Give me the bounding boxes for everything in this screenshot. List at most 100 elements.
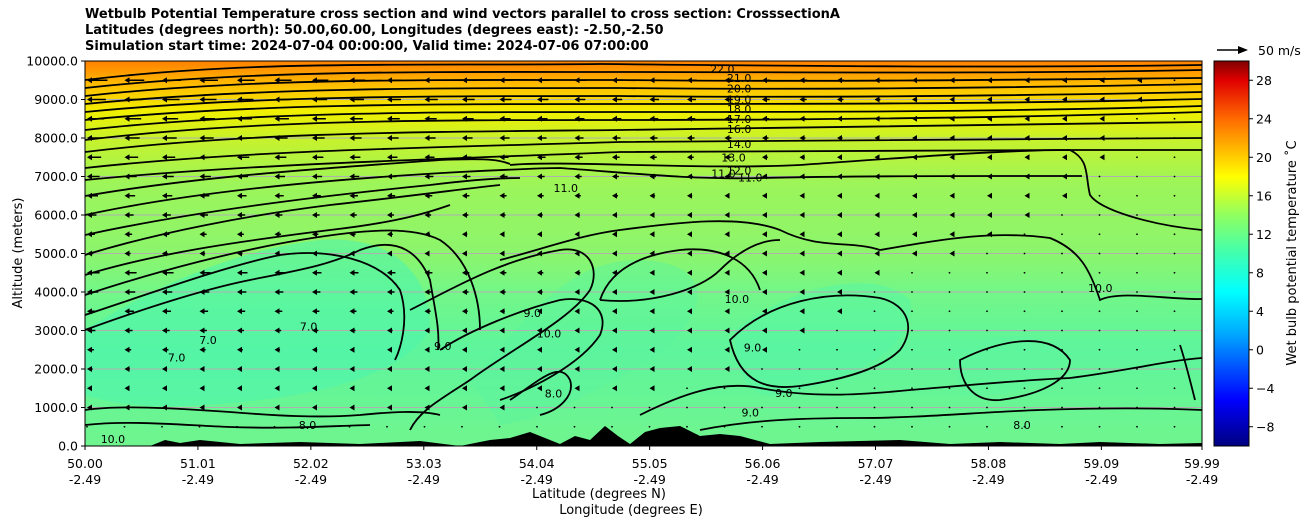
contour-label: 9.0 bbox=[523, 307, 541, 320]
x-tick-label-lon: -2.49 bbox=[746, 472, 778, 487]
wind-vector-head bbox=[199, 173, 205, 180]
wind-vector-dot bbox=[86, 425, 88, 428]
wind-vector-head bbox=[162, 173, 167, 180]
contour-line bbox=[509, 370, 572, 416]
wind-vector-head bbox=[612, 135, 617, 141]
wind-vector-head bbox=[537, 346, 542, 353]
wind-vector-head bbox=[949, 231, 955, 238]
wind-vector-dot bbox=[1136, 368, 1138, 370]
wind-vector-head bbox=[724, 212, 730, 218]
wind-vector-head bbox=[199, 404, 205, 411]
wind-vector-head bbox=[424, 308, 430, 315]
wind-vector-head bbox=[124, 77, 130, 84]
wind-vector-head bbox=[87, 327, 92, 334]
contour-line bbox=[85, 406, 441, 418]
wind-vector-dot bbox=[648, 425, 651, 428]
wind-vector-head bbox=[274, 192, 280, 199]
wind-vector-head bbox=[349, 212, 355, 218]
wind-vector-dot bbox=[1136, 252, 1138, 255]
wind-vector-head bbox=[274, 308, 280, 315]
wind-vector-head bbox=[124, 231, 130, 238]
colorbar-tick-label: 16 bbox=[1256, 188, 1272, 203]
wind-vector-head bbox=[424, 327, 430, 334]
contour-line bbox=[409, 248, 595, 431]
contour-line bbox=[85, 204, 451, 276]
wind-vector-head bbox=[462, 231, 467, 238]
wind-vector-head bbox=[349, 269, 355, 276]
wind-vector-head bbox=[387, 346, 392, 353]
colorbar-ticks: −8 −4 0 4 8 12 16 20 24 28 bbox=[1249, 73, 1274, 434]
wind-vector-head bbox=[874, 96, 880, 103]
y-tick-label: 7000.0 bbox=[34, 169, 78, 184]
y-tick-label: 5000.0 bbox=[34, 246, 78, 261]
wind-vector-dot bbox=[986, 406, 988, 409]
contour-line bbox=[85, 167, 1082, 216]
wind-vector-head bbox=[387, 231, 392, 238]
wind-vector-head bbox=[387, 385, 392, 392]
wind-vector-dot bbox=[1173, 194, 1176, 197]
wind-vector-head bbox=[312, 154, 317, 161]
wind-vector-head bbox=[762, 135, 767, 141]
wind-vector-head bbox=[574, 192, 580, 199]
wind-vector-head bbox=[837, 192, 842, 199]
contour-label: 9.0 bbox=[434, 340, 452, 353]
wind-vector-head bbox=[312, 385, 317, 392]
wind-vector-head bbox=[724, 96, 730, 103]
wind-vector-head bbox=[724, 231, 730, 238]
wind-vector-dot bbox=[1098, 329, 1101, 332]
contour-line bbox=[85, 63, 1202, 81]
colorbar bbox=[1213, 60, 1250, 447]
wind-vector-head bbox=[537, 192, 542, 199]
wind-vector-head bbox=[462, 385, 467, 392]
wind-vector-head bbox=[912, 192, 917, 199]
wind-vector-head bbox=[687, 231, 692, 238]
wind-vector-head bbox=[124, 308, 130, 315]
wind-vector-dot bbox=[1023, 425, 1026, 428]
wind-vector-dot bbox=[836, 387, 838, 390]
wind-vector-head bbox=[424, 385, 430, 392]
wind-vector-dot bbox=[611, 425, 613, 428]
wind-vector-head bbox=[837, 269, 842, 276]
wind-vector-head bbox=[762, 96, 767, 103]
wind-vector-head bbox=[687, 192, 692, 199]
wind-vector-dot bbox=[1173, 117, 1176, 120]
wind-vector-head bbox=[612, 231, 617, 238]
contour-label: 21.0 bbox=[727, 72, 752, 85]
wind-vector-dot bbox=[1023, 406, 1026, 409]
wind-vector-head bbox=[274, 77, 280, 84]
wind-vector-head bbox=[574, 212, 580, 218]
wind-vector-head bbox=[387, 404, 392, 411]
wind-vector-dot bbox=[1173, 271, 1176, 274]
wind-vector-dot bbox=[1061, 329, 1063, 332]
wind-vector-head bbox=[537, 385, 542, 392]
wind-vector-head bbox=[274, 289, 280, 295]
wind-vector-head bbox=[499, 96, 505, 103]
wind-vector-head bbox=[574, 96, 580, 103]
wind-vector-head bbox=[312, 404, 317, 411]
wind-vector-head bbox=[762, 192, 767, 199]
wind-vector-head bbox=[687, 96, 692, 103]
wind-vector-head bbox=[724, 135, 730, 141]
wind-vector-dot bbox=[1098, 425, 1101, 428]
wind-vector-head bbox=[162, 289, 167, 295]
wind-vector-head bbox=[462, 327, 467, 334]
wind-vector-head bbox=[349, 385, 355, 392]
wind-vector-head bbox=[912, 212, 917, 218]
wind-vector-head bbox=[649, 192, 655, 199]
colorbar-tick-label: 4 bbox=[1256, 304, 1264, 319]
contour-line bbox=[85, 137, 1202, 169]
wind-vector-head bbox=[649, 346, 655, 353]
wind-vector-head bbox=[424, 135, 430, 141]
contour-label: 9.0 bbox=[775, 387, 793, 400]
wind-vector-dot bbox=[123, 425, 126, 428]
wind-vector-dot bbox=[948, 406, 951, 409]
wind-vector-head bbox=[649, 308, 655, 315]
wind-vector-head bbox=[462, 404, 467, 411]
colorbar-label: Wet bulb potential temperature ˚C bbox=[1284, 140, 1300, 365]
wind-vector-head bbox=[799, 308, 805, 315]
chart-title-line-2: Latitudes (degrees north): 50.00,60.00, … bbox=[85, 23, 664, 38]
contour-label: 10.0 bbox=[725, 293, 750, 306]
wind-vector-head bbox=[799, 269, 805, 276]
contour-line bbox=[85, 69, 1202, 89]
wind-vector-head bbox=[387, 327, 392, 334]
